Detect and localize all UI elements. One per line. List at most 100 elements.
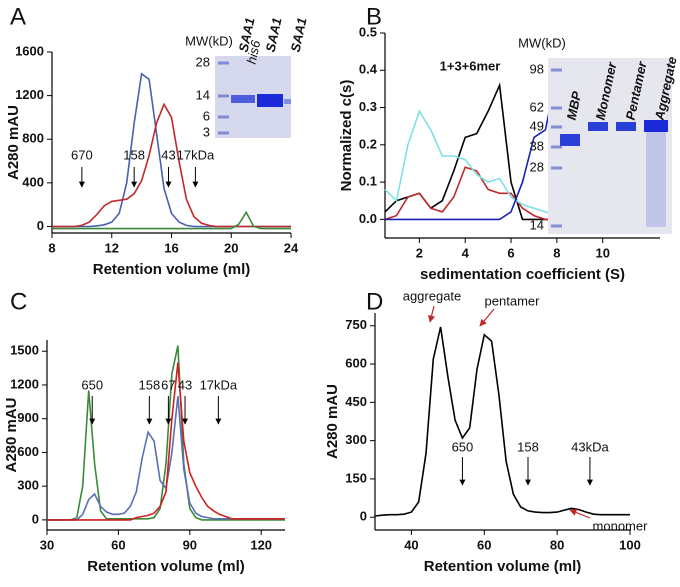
ladder-band bbox=[551, 224, 562, 228]
gel-band bbox=[616, 122, 636, 131]
mw-label: 14 bbox=[530, 217, 544, 232]
marker-label: 17kDa bbox=[200, 377, 238, 392]
x-tick-label: 40 bbox=[404, 537, 418, 552]
data-line bbox=[52, 210, 291, 230]
y-tick-label: 0.1 bbox=[359, 174, 377, 189]
x-tick-label: 6 bbox=[507, 245, 514, 260]
marker-label: 17kDa bbox=[177, 147, 215, 162]
y-tick-label: 600 bbox=[17, 444, 39, 459]
gel-band bbox=[644, 120, 668, 132]
annotation-arrow bbox=[428, 305, 436, 323]
x-tick-label: 16 bbox=[164, 240, 178, 255]
y-tick-label: 0.2 bbox=[359, 136, 377, 151]
y-axis-label: Normalized c(s) bbox=[338, 80, 355, 192]
mw-label: 14 bbox=[196, 87, 210, 102]
marker-label: 670 bbox=[71, 147, 93, 162]
ladder-band bbox=[218, 61, 229, 65]
marker-label: 43kDa bbox=[571, 439, 609, 454]
y-tick-label: 400 bbox=[22, 174, 44, 189]
lane-label: MBP bbox=[564, 90, 585, 122]
ladder-band bbox=[551, 145, 562, 149]
lane-label: SAA1 bbox=[263, 16, 285, 53]
ladder-band bbox=[551, 166, 562, 170]
mw-label: 3 bbox=[203, 124, 210, 139]
gel-band bbox=[588, 122, 608, 131]
gel-title: MW(kD) bbox=[185, 33, 233, 48]
x-tick-label: 2 bbox=[416, 245, 423, 260]
gel-smear bbox=[646, 132, 666, 227]
gel-band bbox=[560, 134, 580, 146]
ladder-band bbox=[551, 68, 562, 72]
marker-label: 43 bbox=[161, 147, 175, 162]
mw-label: 38 bbox=[530, 138, 544, 153]
annotation: monomer bbox=[593, 518, 649, 533]
x-tick-label: 12 bbox=[105, 240, 119, 255]
y-tick-label: 900 bbox=[17, 410, 39, 425]
annotation: 1+3+6mer bbox=[440, 58, 501, 73]
y-tick-label: 1200 bbox=[10, 376, 39, 391]
ladder-band bbox=[218, 94, 229, 98]
y-tick-label: 0 bbox=[37, 218, 44, 233]
data-line bbox=[47, 345, 285, 521]
marker-label: 650 bbox=[452, 439, 474, 454]
gel-band bbox=[284, 99, 291, 104]
y-tick-label: 0.4 bbox=[359, 62, 378, 77]
panel-label: D bbox=[366, 288, 383, 315]
ladder-band bbox=[551, 125, 562, 129]
annotation: pentamer bbox=[485, 293, 541, 308]
x-tick-label: 90 bbox=[183, 537, 197, 552]
panel-label: A bbox=[10, 3, 26, 30]
x-axis-label: Retention volume (ml) bbox=[93, 261, 251, 278]
mw-label: 62 bbox=[530, 99, 544, 114]
gel-band bbox=[257, 94, 283, 107]
lane-tag: his6 bbox=[244, 38, 264, 65]
mw-label: 28 bbox=[196, 54, 210, 69]
data-line bbox=[52, 102, 291, 228]
x-tick-label: 24 bbox=[284, 240, 299, 255]
marker-label: 43 bbox=[178, 377, 192, 392]
x-tick-label: 20 bbox=[224, 240, 238, 255]
y-tick-label: 0.5 bbox=[359, 24, 377, 39]
mw-label: 28 bbox=[530, 159, 544, 174]
x-tick-label: 120 bbox=[250, 537, 272, 552]
mw-label: 98 bbox=[530, 61, 544, 76]
x-tick-label: 60 bbox=[477, 537, 491, 552]
y-tick-label: 1200 bbox=[15, 87, 44, 102]
ladder-band bbox=[551, 106, 562, 110]
ladder-band bbox=[218, 115, 229, 119]
y-axis-label: A280 mAU bbox=[3, 397, 20, 472]
gel-title: MW(kD) bbox=[518, 35, 566, 50]
y-tick-label: 0.3 bbox=[359, 99, 377, 114]
marker-label: 67 bbox=[161, 377, 175, 392]
panel-label: B bbox=[366, 3, 382, 30]
marker-label: 650 bbox=[81, 377, 103, 392]
annotation-arrow bbox=[479, 308, 495, 327]
y-tick-label: 150 bbox=[345, 470, 367, 485]
x-tick-label: 60 bbox=[111, 537, 125, 552]
x-tick-label: 30 bbox=[40, 537, 54, 552]
y-tick-label: 0 bbox=[32, 511, 39, 526]
x-tick-label: 100 bbox=[619, 537, 641, 552]
y-axis-label: A280 mAU bbox=[5, 105, 22, 180]
y-tick-label: 600 bbox=[345, 355, 367, 370]
marker-label: 158 bbox=[138, 377, 160, 392]
x-tick-label: 10 bbox=[595, 245, 609, 260]
annotation-arrow bbox=[569, 509, 591, 519]
x-tick-label: 4 bbox=[462, 245, 470, 260]
lane-label: SAA1 bbox=[236, 16, 258, 53]
data-line bbox=[374, 326, 630, 517]
x-tick-label: 8 bbox=[553, 245, 560, 260]
marker-label: 158 bbox=[517, 439, 539, 454]
x-axis-label: sedimentation coefficient (S) bbox=[420, 266, 625, 283]
y-tick-label: 300 bbox=[345, 432, 367, 447]
annotation: aggregate bbox=[403, 288, 462, 303]
lane-label: SAA1 bbox=[288, 16, 310, 53]
x-tick-label: 80 bbox=[550, 537, 564, 552]
y-tick-label: 0 bbox=[360, 509, 367, 524]
marker-label: 158 bbox=[123, 147, 145, 162]
y-tick-label: 800 bbox=[22, 131, 44, 146]
panel-label: C bbox=[10, 288, 27, 315]
y-tick-label: 750 bbox=[345, 317, 367, 332]
y-tick-label: 450 bbox=[345, 394, 367, 409]
